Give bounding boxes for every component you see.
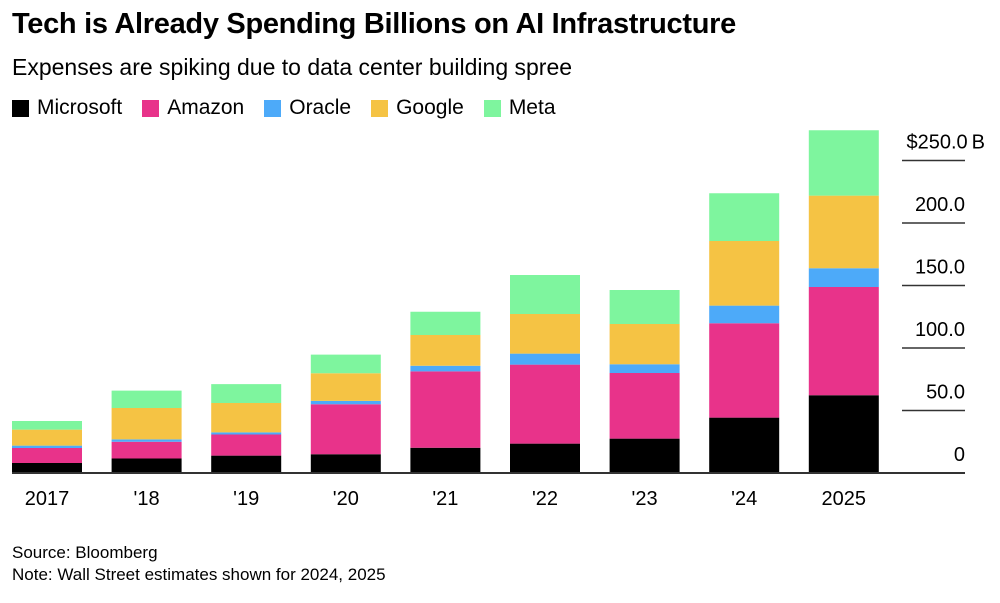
legend-swatch [12,99,29,117]
y-tick-label: 100.0 [915,319,965,341]
bar-segment-microsoft [410,447,481,473]
bar-segment-meta [310,354,381,374]
bar-segment-google [808,195,879,269]
x-tick-label: '24 [731,488,757,510]
legend: Microsoft Amazon Oracle Google Meta [12,96,576,120]
y-tick-label: 50.0 [926,382,965,404]
bar-segment-microsoft [510,443,580,473]
legend-label: Google [396,96,464,119]
bar-segment-meta [609,290,680,324]
bar-segment-meta [12,421,82,430]
bar-segment-amazon [310,404,381,455]
bar-segment-oracle [310,400,381,405]
bar-segment-amazon [510,364,580,444]
bar-segment-oracle [609,364,680,373]
bar-segment-microsoft [211,455,282,473]
bar-segment-google [111,408,182,440]
bar-segment-amazon [808,287,879,396]
legend-item-meta: Meta [483,96,556,120]
bar-segment-google [709,241,780,306]
bar-segment-oracle [510,353,580,365]
bar-segment-microsoft [609,438,680,473]
bar-segment-amazon [410,371,481,448]
legend-item-google: Google [371,96,464,120]
y-tick-label: 150.0 [915,257,965,279]
bar-segment-amazon [709,323,780,418]
bar-segment-oracle [808,268,879,287]
y-tick-label: 0 [954,444,965,466]
bar-segment-microsoft [808,395,879,473]
legend-label: Microsoft [37,96,123,119]
bar-segment-google [211,403,282,433]
bar-segment-oracle [709,305,780,324]
bar-segment-google [410,335,481,366]
bar-segment-google [310,373,381,401]
bar-segment-meta [410,311,481,335]
bar-segment-oracle [12,445,82,448]
chart-title: Tech is Already Spending Billions on AI … [12,8,736,40]
chart-subtitle: Expenses are spiking due to data center … [12,54,573,80]
bar-segment-amazon [609,373,680,439]
bar-segment-microsoft [310,454,381,473]
legend-swatch [483,99,501,117]
bar-segment-amazon [12,448,82,463]
legend-label: Oracle [289,96,352,119]
x-tick-label: '19 [233,488,259,510]
x-tick-label: '23 [632,488,658,510]
x-tick-label: '20 [333,488,359,510]
bar-segment-meta [111,390,182,408]
chart-footer: Source: Bloomberg Note: Wall Street esti… [12,542,386,586]
bar-segment-meta [808,130,879,196]
source-note: Source: Bloomberg [12,543,158,562]
bar-segment-meta [211,384,282,403]
x-tick-label: '21 [432,488,458,510]
legend-swatch [371,99,389,117]
legend-item-amazon: Amazon [142,96,244,120]
legend-item-oracle: Oracle [264,96,351,120]
bar-segment-oracle [111,439,182,442]
legend-label: Amazon [167,96,245,119]
x-tick-label: 2025 [822,488,867,510]
legend-swatch [142,99,160,117]
bar-segment-google [609,324,680,365]
bar-segment-amazon [111,441,182,459]
legend-label: Meta [508,96,556,119]
bar-segment-microsoft [111,458,182,473]
bar-segment-oracle [410,365,481,372]
x-tick-label: 2017 [25,488,70,510]
legend-swatch [264,99,282,117]
bar-segment-meta [709,193,780,241]
bar-segment-google [510,314,580,354]
bar-segment-microsoft [709,417,780,473]
bar-segment-amazon [211,434,282,456]
bar-segment-microsoft [12,463,82,473]
y-tick-label: $250.0 B [906,132,985,154]
bar-segment-google [12,429,82,446]
legend-item-microsoft: Microsoft [12,96,122,120]
x-tick-label: '18 [134,488,160,510]
bar-segment-meta [510,275,580,314]
bar-segment-oracle [211,432,282,435]
y-tick-label: 200.0 [915,194,965,216]
estimate-note: Note: Wall Street estimates shown for 20… [12,565,386,584]
x-tick-label: '22 [532,488,558,510]
